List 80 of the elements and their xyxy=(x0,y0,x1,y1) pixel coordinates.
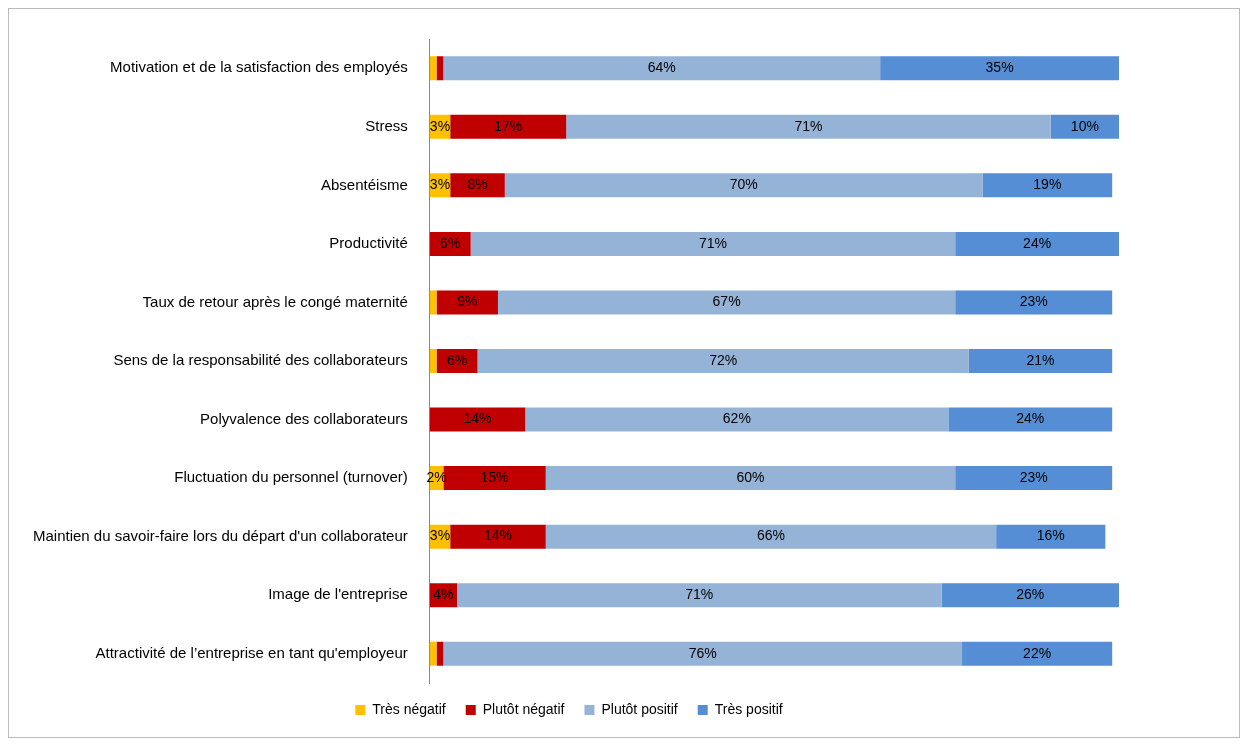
data-label: 76% xyxy=(688,644,717,661)
bar xyxy=(450,524,546,549)
bar xyxy=(497,290,956,315)
y-tick-label: Attractivité de l’entreprise en tant qu'employeur xyxy=(95,643,408,661)
bar xyxy=(436,290,498,315)
bar xyxy=(968,349,1113,373)
y-tick-label: Taux de retour après le congé maternité xyxy=(142,292,408,310)
bar xyxy=(996,524,1106,549)
data-label: 64% xyxy=(647,59,676,76)
bar xyxy=(982,173,1113,198)
y-tick-label: Fluctuation du personnel (turnover) xyxy=(174,468,408,486)
data-label: 66% xyxy=(756,527,785,544)
data-label: 24% xyxy=(1016,410,1045,427)
bar xyxy=(429,56,437,81)
data-label: 72% xyxy=(709,351,738,368)
data-label: 71% xyxy=(794,117,823,134)
data-label: 4% xyxy=(433,586,454,603)
y-tick-label: Sens de la responsabilité des collaborateurs xyxy=(113,351,408,369)
bar xyxy=(450,173,505,198)
data-label: 6% xyxy=(440,234,461,251)
data-label: 9% xyxy=(457,293,478,310)
bar xyxy=(962,641,1113,666)
bar xyxy=(429,349,437,373)
data-label: 70% xyxy=(729,176,758,193)
data-label: 60% xyxy=(736,468,765,485)
bar xyxy=(470,231,956,256)
y-tick-label: Image de l'entreprise xyxy=(268,585,408,603)
y-tick-label: Maintien du savoir-faire lors du départ d'un collaborateur xyxy=(32,526,408,544)
bar xyxy=(443,56,881,81)
data-label: 24% xyxy=(1023,234,1052,251)
bar xyxy=(457,583,942,608)
bar xyxy=(545,524,997,549)
y-tick-label: Absentéisme xyxy=(321,175,408,193)
bar xyxy=(566,114,1051,139)
data-label: 71% xyxy=(698,234,727,251)
data-label: 62% xyxy=(722,410,751,427)
y-tick-label: Productivité xyxy=(329,234,408,252)
data-label: 14% xyxy=(483,527,512,544)
legend-label: Plutôt positif xyxy=(601,700,678,717)
data-label: 15% xyxy=(480,468,509,485)
data-label: 6% xyxy=(446,351,468,368)
data-label: 3% xyxy=(429,117,451,134)
bar xyxy=(948,407,1113,432)
bar xyxy=(525,407,949,432)
data-label: 26% xyxy=(1016,586,1045,603)
y-tick-label: Stress xyxy=(365,116,408,134)
bar xyxy=(1050,114,1119,139)
data-label: 10% xyxy=(1070,117,1099,134)
legend-label: Très positif xyxy=(714,700,783,717)
data-label: 23% xyxy=(1019,468,1048,485)
y-tick-label: Polyvalence des collaborateurs xyxy=(200,409,408,427)
bar xyxy=(477,349,969,373)
data-label: 71% xyxy=(685,586,714,603)
bar xyxy=(955,466,1113,491)
data-label: 35% xyxy=(985,59,1014,76)
data-label: 67% xyxy=(712,293,741,310)
data-label: 14% xyxy=(463,410,492,427)
data-label: 3% xyxy=(429,176,451,193)
legend-label: Très négatif xyxy=(372,700,446,717)
y-tick-label: Motivation et de la satisfaction des employés xyxy=(110,58,408,76)
bar xyxy=(429,641,437,666)
data-label: 21% xyxy=(1026,351,1055,368)
legend-label: Plutôt négatif xyxy=(482,700,565,717)
bar xyxy=(880,56,1119,81)
data-label: 3% xyxy=(429,527,451,544)
data-label: 8% xyxy=(467,176,488,193)
bar xyxy=(545,466,956,491)
data-label: 22% xyxy=(1023,644,1052,661)
bar xyxy=(504,173,983,198)
data-label: 16% xyxy=(1036,527,1065,544)
bar xyxy=(429,407,526,432)
bar xyxy=(443,641,963,666)
bar xyxy=(450,114,567,139)
bar xyxy=(429,290,437,315)
bar xyxy=(955,290,1113,315)
bar xyxy=(941,583,1119,608)
data-label: 23% xyxy=(1019,293,1048,310)
data-label: 19% xyxy=(1033,176,1062,193)
data-label: 17% xyxy=(494,117,523,134)
bar xyxy=(955,231,1119,256)
